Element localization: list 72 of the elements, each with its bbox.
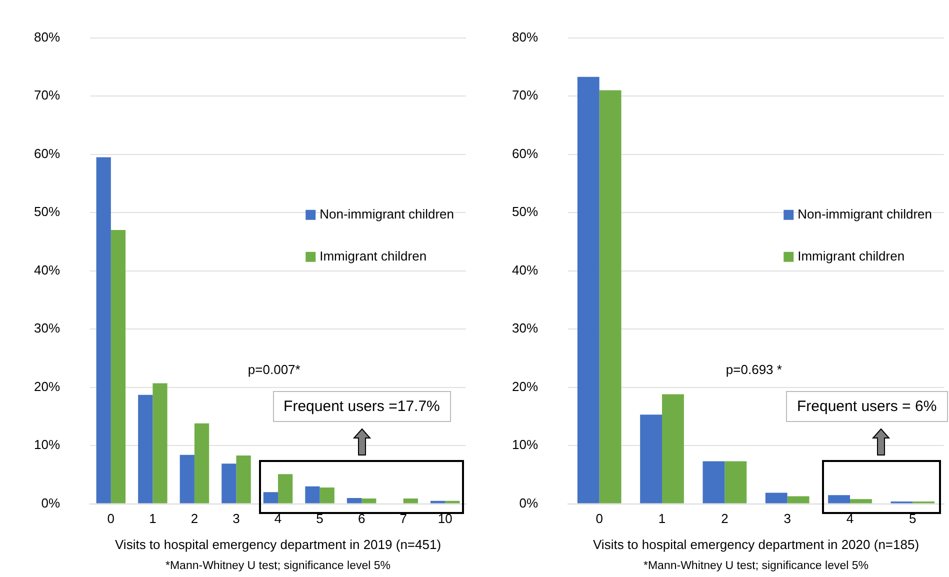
y-tick-label: 50%: [34, 204, 60, 220]
y-tick-label: 20%: [512, 378, 538, 394]
bar: [305, 486, 320, 504]
bar: [194, 423, 210, 504]
x-tick-label: 0: [596, 511, 603, 526]
x-tick-label: 10: [438, 511, 452, 526]
y-tick-label: 10%: [34, 437, 60, 452]
annotation: p=0.007*: [248, 362, 300, 377]
bar: [278, 474, 293, 504]
bar: [787, 496, 810, 504]
bar: [765, 492, 788, 504]
bar: [346, 498, 362, 504]
text: *Mann-Whitney U test; significance level 5%: [166, 560, 390, 572]
annotation: p=0.693 *: [726, 362, 782, 377]
legend-label: Non-immigrant children: [798, 206, 932, 222]
bar: [828, 495, 850, 504]
bar: [110, 230, 126, 504]
bar: [430, 500, 446, 504]
y-tick-label: 80%: [512, 29, 538, 44]
text: *Mann-Whitney U test; significance level 5%: [644, 560, 868, 572]
x-tick-label: 4: [274, 511, 282, 526]
x-tick-label: 3: [232, 511, 240, 526]
x-tick-label: 1: [658, 511, 666, 526]
x-tick-label: 5: [316, 511, 324, 526]
bar: [577, 76, 600, 504]
bar: [724, 461, 747, 504]
y-tick-label: 70%: [34, 88, 60, 103]
bar: [702, 461, 725, 504]
y-tick-label: 10%: [512, 437, 538, 452]
bar: [599, 90, 622, 504]
y-tick-label: 30%: [34, 320, 60, 336]
y-tick-label: 80%: [34, 29, 60, 44]
x-tick-label: 0: [107, 511, 115, 526]
bar: [850, 499, 872, 504]
annotation: Frequent users = 6%: [786, 391, 948, 422]
y-tick-label: 0%: [41, 495, 60, 510]
legend-label: Immigrant children: [798, 248, 905, 264]
bar: [138, 394, 153, 504]
bar: [180, 454, 194, 504]
bar: [222, 464, 236, 504]
x-tick-label: 5: [909, 511, 916, 526]
x-axis-title: Visits to hospital emergency department in 2020 (n=185): [592, 536, 920, 552]
bar: [403, 498, 418, 504]
y-tick-label: 50%: [512, 204, 538, 220]
bar: [640, 414, 662, 504]
x-axis-title: Visits to hospital emergency department in 2019 (n=451): [114, 536, 442, 552]
y-tick-label: 40%: [512, 262, 538, 278]
x-tick-label: 1: [149, 511, 156, 526]
y-tick-label: 60%: [34, 146, 60, 161]
bar: [236, 455, 251, 504]
bar: [362, 498, 376, 504]
annotation: Frequent users =17.7%: [272, 391, 451, 422]
x-tick-label: 2: [190, 511, 198, 526]
y-tick-label: 30%: [512, 320, 538, 336]
y-tick-label: 70%: [512, 88, 538, 103]
x-tick-label: 4: [846, 511, 854, 526]
y-tick-label: 40%: [34, 262, 60, 278]
bar: [263, 492, 278, 504]
bar: [152, 383, 168, 504]
bar: [320, 487, 334, 504]
y-tick-label: 20%: [34, 378, 60, 394]
x-tick-label: 3: [784, 511, 791, 526]
legend-label: Non-immigrant children: [320, 206, 454, 222]
bar: [96, 157, 111, 504]
y-tick-label: 60%: [512, 146, 538, 161]
y-tick-label: 0%: [519, 495, 538, 510]
bar: [445, 500, 460, 504]
x-tick-label: 2: [721, 511, 728, 526]
x-tick-label: 6: [358, 511, 366, 526]
legend-label: Immigrant children: [320, 248, 427, 264]
bar: [662, 394, 684, 504]
x-tick-label: 7: [400, 511, 407, 526]
